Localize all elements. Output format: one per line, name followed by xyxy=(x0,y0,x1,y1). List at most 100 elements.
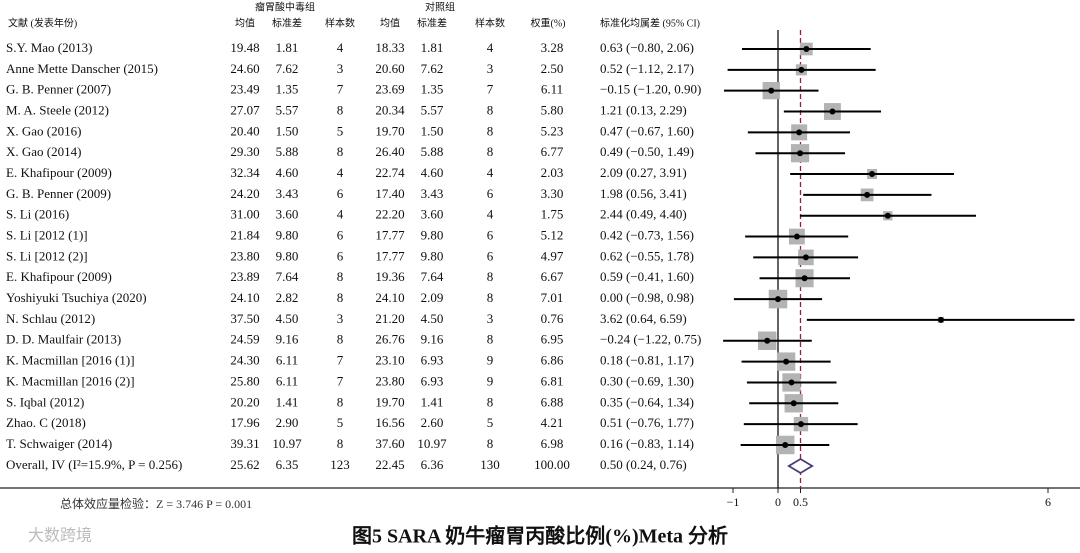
table-cell: 5.88 xyxy=(421,144,444,159)
table-cell: 5 xyxy=(487,415,494,430)
effect-label: 0.52 (−1.12, 2.17) xyxy=(600,61,694,76)
table-cell: 17.96 xyxy=(230,415,260,430)
table-cell: 5.57 xyxy=(421,103,444,118)
table-cell: 9.80 xyxy=(421,248,444,263)
table-cell: 24.20 xyxy=(230,186,259,201)
effect-label: 2.09 (0.27, 3.91) xyxy=(600,165,687,180)
table-cell: 18.33 xyxy=(375,40,404,55)
table-cell: 3 xyxy=(487,311,494,326)
weight-label: 100.00 xyxy=(534,457,570,472)
table-cell: 23.80 xyxy=(375,373,404,388)
table-cell: 2.60 xyxy=(421,415,444,430)
table-cell: 17.77 xyxy=(375,228,405,243)
point-estimate xyxy=(788,379,795,386)
table-cell: 6.11 xyxy=(276,353,298,368)
table-cell: 6.93 xyxy=(421,373,444,388)
table-cell: 16.56 xyxy=(375,415,405,430)
table-cell: 22.74 xyxy=(375,165,405,180)
table-cell: 5.88 xyxy=(276,144,299,159)
table-cell: 5 xyxy=(337,415,344,430)
study-name: S. Li [2012 (1)] xyxy=(6,228,88,243)
table-cell: 6 xyxy=(487,248,494,263)
effect-label: 1.21 (0.13, 2.29) xyxy=(600,103,687,118)
table-cell: 4 xyxy=(487,165,494,180)
caption: 图5 SARA 奶牛瘤胃丙酸比例(%)Meta 分析 xyxy=(352,524,728,548)
table-cell: 7.62 xyxy=(421,61,444,76)
point-estimate xyxy=(782,441,789,448)
table-cell: 1.41 xyxy=(421,394,444,409)
table-cell: 7 xyxy=(337,82,344,97)
weight-header: 权重(%) xyxy=(531,16,566,29)
table-cell: 9.80 xyxy=(276,228,299,243)
study-name: X. Gao (2016) xyxy=(6,123,81,138)
table-cell: 6.36 xyxy=(421,457,444,472)
table-cell: 4 xyxy=(487,40,494,55)
table-cell: 8 xyxy=(487,332,494,347)
table-cell: 2.09 xyxy=(421,290,444,305)
x-tick-label: 6 xyxy=(1045,495,1051,509)
table-cell: 7.62 xyxy=(276,61,299,76)
table-cell: 9 xyxy=(487,373,494,388)
point-estimate xyxy=(802,254,809,261)
point-estimate xyxy=(797,150,804,157)
table-cell: 4.60 xyxy=(276,165,299,180)
point-estimate xyxy=(869,171,876,178)
column-header: 均值 xyxy=(235,16,255,29)
study-name: S. Iqbal (2012) xyxy=(6,394,84,409)
table-cell: 9.16 xyxy=(276,332,299,347)
table-cell: 23.69 xyxy=(375,82,404,97)
table-cell: 3 xyxy=(487,61,494,76)
weight-label: 6.86 xyxy=(541,353,564,368)
table-cell: 4 xyxy=(337,207,344,222)
table-cell: 24.60 xyxy=(230,61,259,76)
table-cell: 4.60 xyxy=(421,165,444,180)
effect-label: 3.62 (0.64, 6.59) xyxy=(600,311,687,326)
study-name: G. B. Penner (2007) xyxy=(6,82,111,97)
table-cell: 1.81 xyxy=(421,40,444,55)
point-estimate xyxy=(783,358,790,365)
effect-label: 0.47 (−0.67, 1.60) xyxy=(600,123,694,138)
effect-label: 0.00 (−0.98, 0.98) xyxy=(600,290,694,305)
table-cell: 7.64 xyxy=(276,269,299,284)
weight-label: 2.03 xyxy=(541,165,564,180)
table-cell: 23.89 xyxy=(230,269,259,284)
weight-label: 3.28 xyxy=(541,40,564,55)
table-cell: 4 xyxy=(487,207,494,222)
column-header: 标准差 xyxy=(272,16,302,29)
table-cell: 8 xyxy=(487,290,494,305)
table-cell: 4.50 xyxy=(421,311,444,326)
table-cell: 29.30 xyxy=(230,144,259,159)
weight-label: 5.12 xyxy=(541,228,564,243)
table-cell: 7 xyxy=(337,353,344,368)
table-cell: 9 xyxy=(487,353,494,368)
table-cell: 17.77 xyxy=(375,248,405,263)
table-cell: 7 xyxy=(337,373,344,388)
weight-label: 4.97 xyxy=(541,248,564,263)
table-cell: 1.50 xyxy=(421,123,444,138)
effect-label: 0.51 (−0.76, 1.77) xyxy=(600,415,694,430)
table-cell: 39.31 xyxy=(230,436,259,451)
point-estimate xyxy=(937,316,944,323)
table-cell: 20.34 xyxy=(375,103,405,118)
table-cell: 26.40 xyxy=(375,144,404,159)
table-cell: 32.34 xyxy=(230,165,260,180)
column-header: 标准差 xyxy=(417,16,447,29)
table-cell: 20.40 xyxy=(230,123,259,138)
table-cell: 8 xyxy=(487,144,494,159)
table-cell: 8 xyxy=(487,103,494,118)
table-cell: 20.60 xyxy=(375,61,404,76)
group-header: 对照组 xyxy=(425,0,455,13)
table-cell: 27.07 xyxy=(230,103,260,118)
table-cell: 2.90 xyxy=(276,415,299,430)
weight-label: 6.88 xyxy=(541,394,564,409)
weight-label: 6.81 xyxy=(541,373,564,388)
point-estimate xyxy=(775,296,781,303)
table-cell: 8 xyxy=(337,436,344,451)
table-cell: 5 xyxy=(337,123,344,138)
point-estimate xyxy=(798,66,805,73)
table-cell: 3.60 xyxy=(276,207,299,222)
table-cell: 25.80 xyxy=(230,373,259,388)
column-header: 样本数 xyxy=(325,16,355,29)
effect-label: 0.50 (0.24, 0.76) xyxy=(600,457,687,472)
table-cell: 2.82 xyxy=(276,290,299,305)
